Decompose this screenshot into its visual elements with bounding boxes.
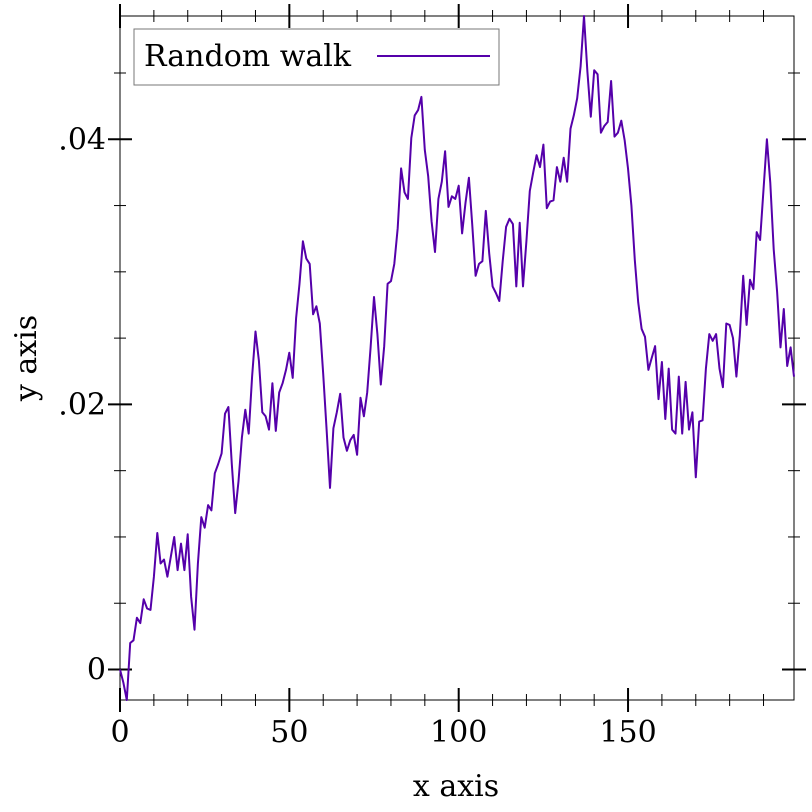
x-tick-label: 150 xyxy=(599,715,656,750)
y-tick-label: 0 xyxy=(87,653,106,688)
x-tick-label: 50 xyxy=(270,715,308,750)
legend-label: Random walk xyxy=(144,39,352,74)
axes xyxy=(119,15,795,701)
x-tick-label: 100 xyxy=(430,715,487,750)
y-axis-title: y axis xyxy=(9,315,44,402)
series-layer xyxy=(119,15,795,701)
x-axis-title: x axis xyxy=(413,769,499,804)
axis-ticks xyxy=(108,4,806,712)
y-tick-label: .02 xyxy=(58,387,106,422)
plot-frame xyxy=(119,15,795,701)
legend: Random walk xyxy=(133,28,500,86)
tick-labels: 0 50 100 150 0 .02 .04 xyxy=(58,122,656,750)
series-line-random-walk xyxy=(119,15,795,701)
x-tick-label: 0 xyxy=(110,715,129,750)
y-tick-label: .04 xyxy=(58,122,106,157)
